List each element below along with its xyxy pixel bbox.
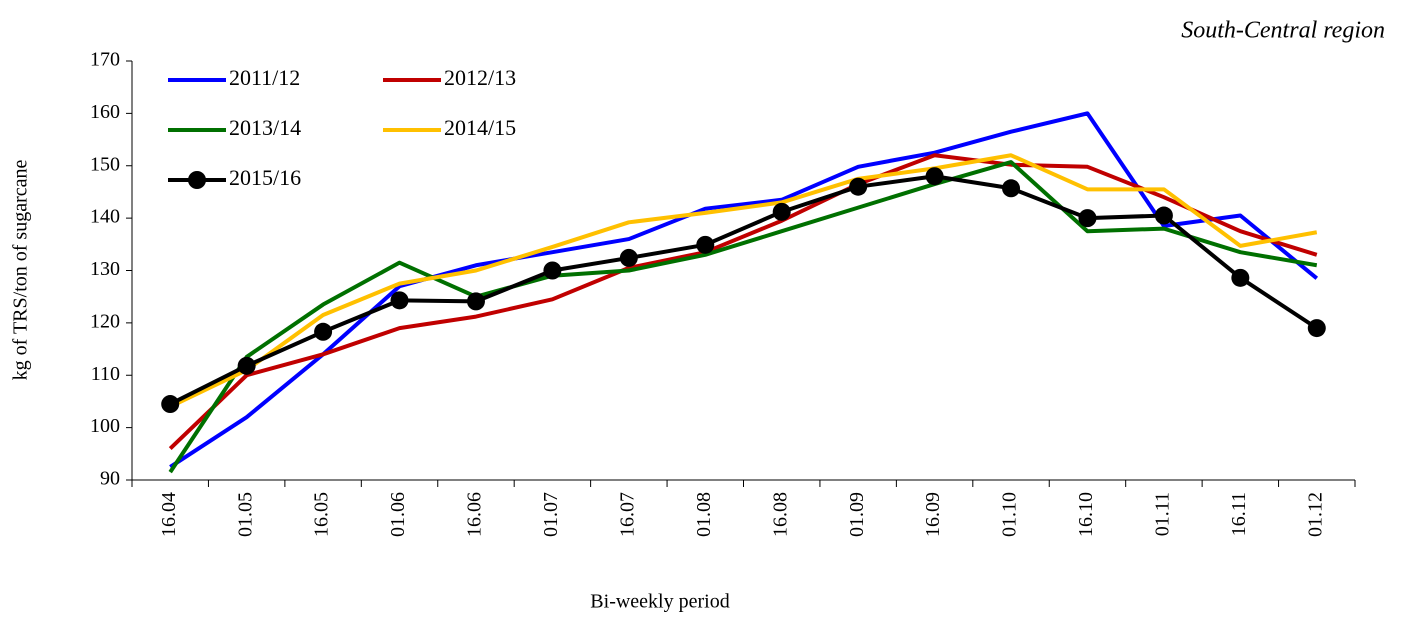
x-tick-label: 01.07 [540,492,562,537]
legend-label: 2013/14 [229,115,301,140]
y-tick-label: 100 [90,415,120,437]
point [1154,206,1173,225]
point [1002,179,1021,198]
point [161,395,180,414]
x-tick-label: 16.04 [158,492,180,537]
y-tick-label: 140 [90,206,120,228]
series-line [168,153,1318,451]
point [925,167,944,186]
x-tick-label: 16.11 [1228,492,1250,536]
x-tick-label: 01.06 [387,492,409,537]
point [849,177,868,196]
y-tick-label: 160 [90,101,120,123]
point [772,202,791,221]
series-line [169,111,1319,469]
point [696,235,715,254]
series-line [168,160,1318,474]
legend-label: 2011/12 [229,65,300,90]
x-tick-label: 01.11 [1152,492,1174,536]
x-tick-label: 01.10 [999,492,1021,537]
x-tick-label: 16.07 [616,492,638,537]
annotation: South-Central region [1181,18,1385,44]
legend-label: 2015/16 [229,165,301,190]
point [390,291,409,310]
series-line [169,153,1318,409]
y-axis-label: kg of TRS/ton of sugarcane [10,160,32,381]
y-tick-label: 120 [90,310,120,332]
y-tick-label: 110 [91,363,120,385]
legend-label: 2012/13 [444,65,516,90]
x-tick-label: 16.05 [311,492,333,537]
y-tick-label: 90 [100,468,120,490]
legend-label: 2014/15 [444,115,516,140]
x-tick-label: 16.10 [1075,492,1097,537]
x-tick-label: 16.06 [464,492,486,537]
x-tick-label: 01.08 [693,492,715,537]
x-tick-label: 16.08 [769,492,791,537]
y-tick-label: 130 [90,258,120,280]
series-line [169,174,1318,406]
point [314,322,333,341]
point [1231,268,1250,287]
point [1078,209,1097,228]
point [543,261,562,280]
x-axis-label: Bi-weekly period [590,591,729,613]
point [466,292,485,311]
x-tick-label: 01.05 [234,492,256,537]
point [237,356,256,375]
legend-marker [188,171,206,189]
point [1307,319,1326,338]
point [619,248,638,267]
y-tick-label: 170 [90,49,120,71]
x-tick-label: 01.12 [1304,492,1326,537]
x-tick-label: 01.09 [846,492,868,537]
x-tick-label: 16.09 [922,492,944,537]
y-tick-label: 150 [90,153,120,175]
